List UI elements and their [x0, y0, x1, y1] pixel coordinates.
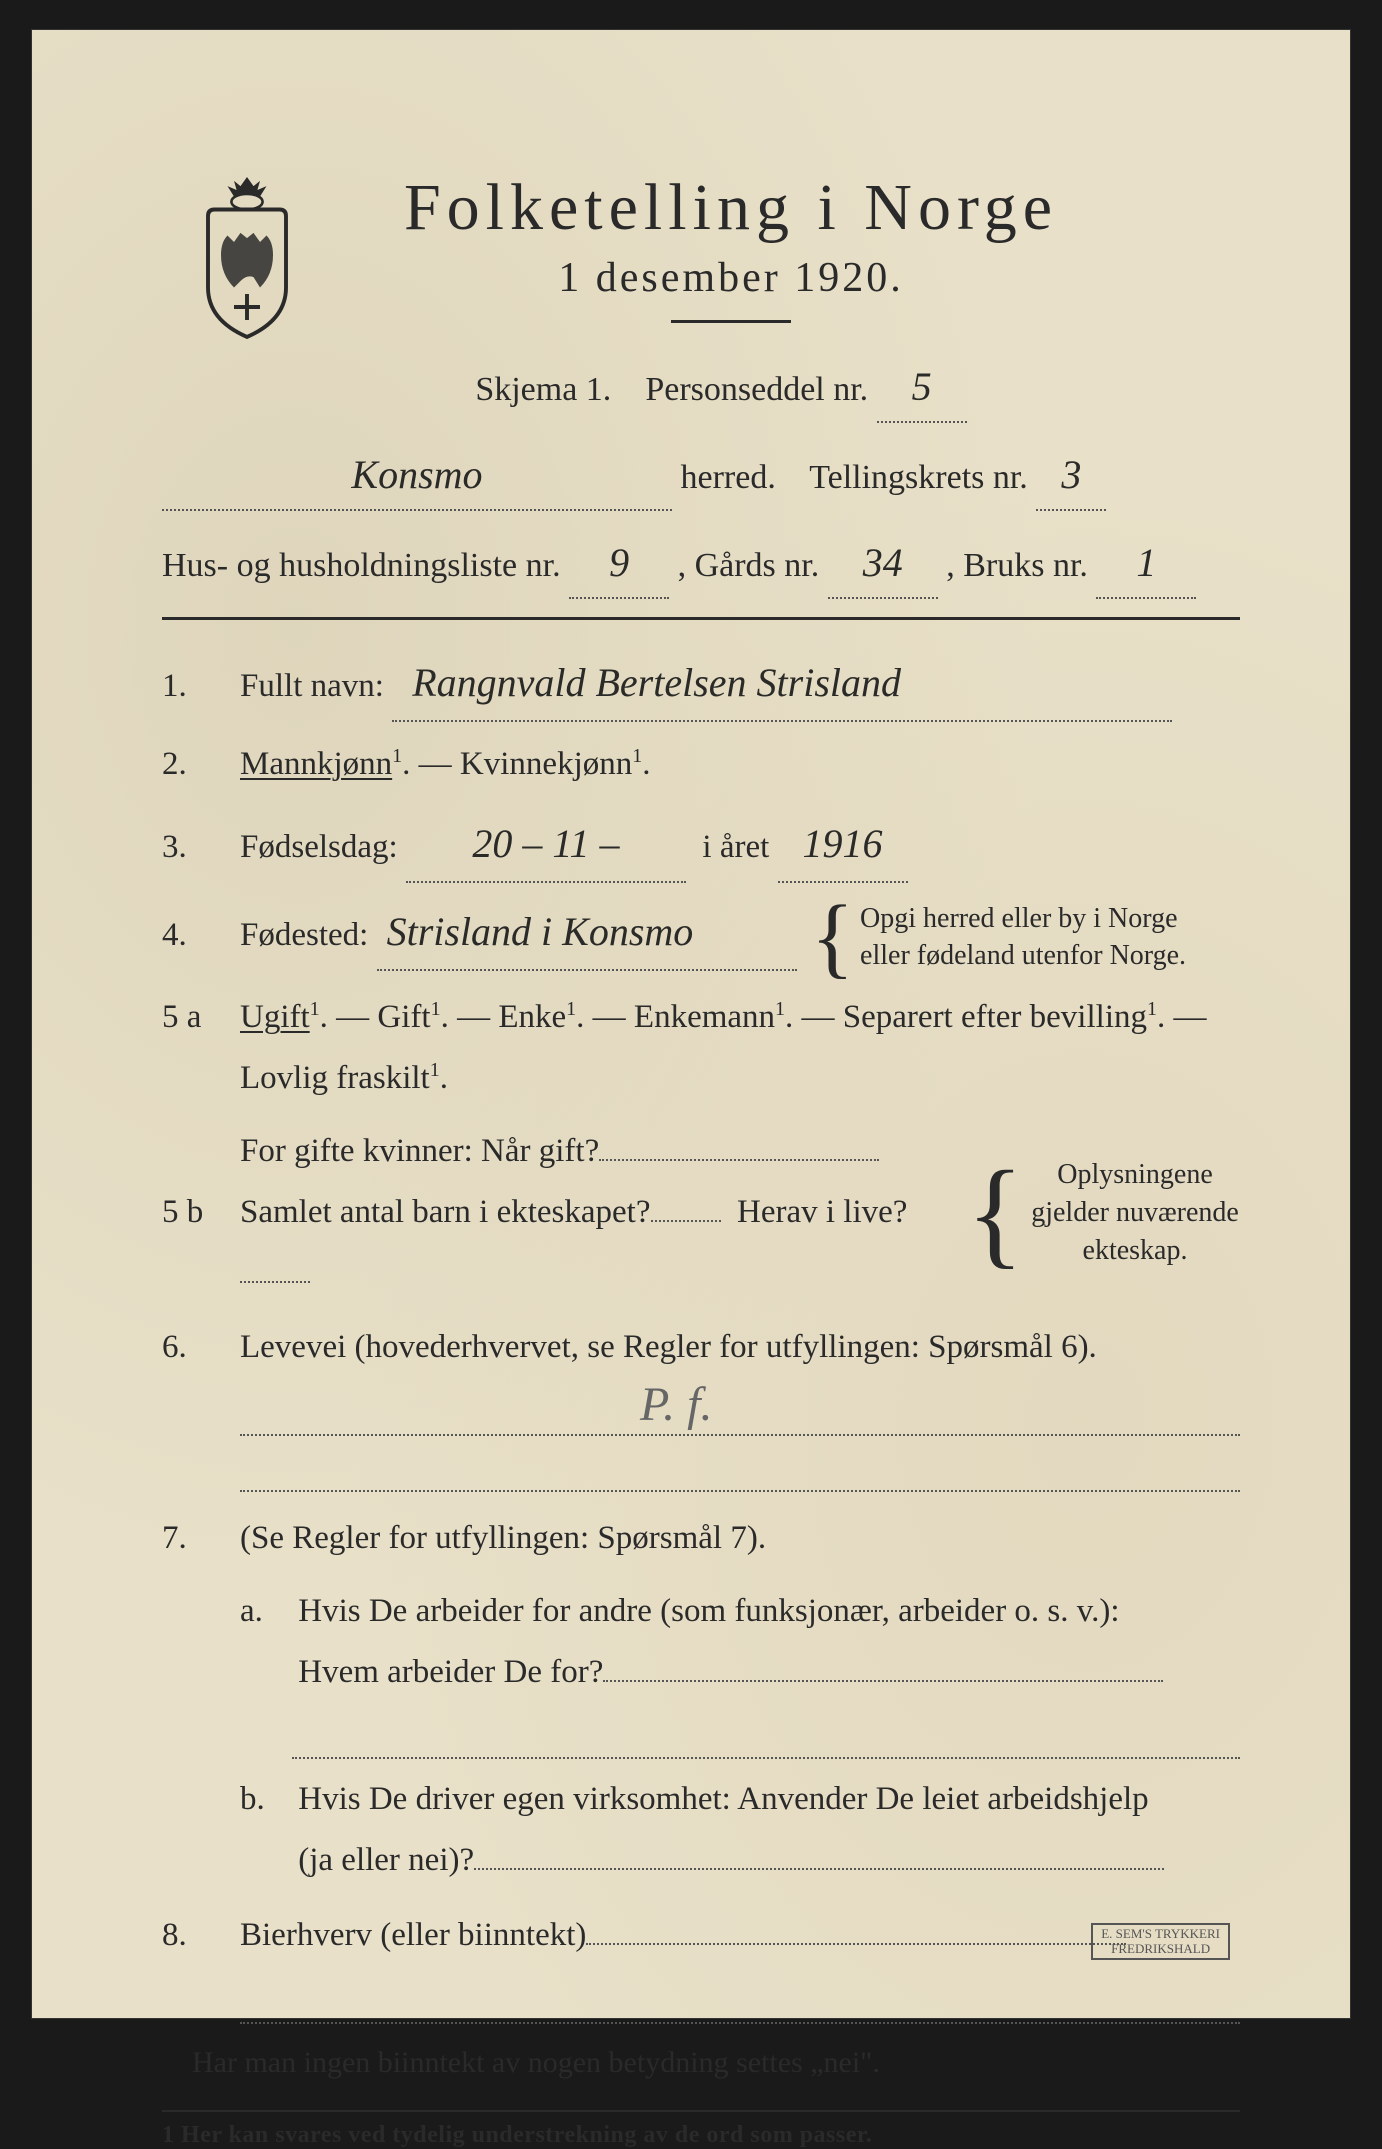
- q1-label: Fullt navn:: [240, 668, 384, 704]
- q5a-fraskilt: Lovlig fraskilt: [240, 1060, 430, 1096]
- q3-day: 20 – 11 –: [406, 807, 686, 883]
- q4-num: 4.: [162, 905, 240, 966]
- q5a-enke: Enke: [498, 999, 566, 1035]
- gards-label: , Gårds nr.: [678, 547, 820, 584]
- q1-num: 1.: [162, 656, 240, 717]
- q3-label: Fødselsdag:: [240, 829, 398, 865]
- gards-nr: 34: [828, 529, 938, 599]
- q2-kvinne: Kvinnekjønn: [460, 746, 632, 782]
- q6-answer-line2: [240, 1446, 1240, 1492]
- q3-year-label: i året: [702, 829, 769, 865]
- q5a-enkemann: Enkemann: [634, 999, 775, 1035]
- subtitle: 1 desember 1920.: [222, 254, 1240, 302]
- q7b: b. Hvis De driver egen virksomhet: Anven…: [240, 1769, 1240, 1891]
- q7a-line1: Hvis De arbeider for andre (som funksjon…: [298, 1593, 1119, 1629]
- q2-num: 2.: [162, 734, 240, 795]
- personseddel-label: Personseddel nr.: [645, 371, 868, 408]
- q8-row: 8. Bierhverv (eller biinntekt): [162, 1905, 1240, 1966]
- herred-label: herred.: [681, 459, 776, 496]
- footnote-rule: [162, 2110, 1240, 2112]
- q5a-row: 5 a Ugift1. — Gift1. — Enke1. — Enkemann…: [162, 987, 1240, 1109]
- q5b-row: 5 b For gifte kvinner: Når gift? Samlet …: [162, 1121, 1240, 1304]
- header: Folketelling i Norge 1 desember 1920.: [162, 170, 1240, 323]
- title-block: Folketelling i Norge 1 desember 1920.: [162, 170, 1240, 323]
- main-title: Folketelling i Norge: [222, 170, 1240, 246]
- brace-icon: {: [966, 1183, 1024, 1243]
- q3-year: 1916: [778, 807, 908, 883]
- brace-icon: {: [811, 915, 854, 960]
- herred-value: Konsmo: [162, 441, 672, 511]
- q4-row: 4. Fødested: Strisland i Konsmo { Opgi h…: [162, 895, 1240, 975]
- q7a-line2: Hvem arbeider De for?: [298, 1654, 603, 1690]
- q8-label: Bierhverv (eller biinntekt): [240, 1917, 586, 1953]
- footnote: 1 Her kan svares ved tydelig understrekn…: [162, 2122, 1240, 2149]
- q1-row: 1. Fullt navn: Rangnvald Bertelsen Stris…: [162, 646, 1240, 722]
- q2-sep: —: [419, 746, 460, 782]
- q6-value: P. f.: [640, 1377, 712, 1432]
- q7-label: (Se Regler for utfyllingen: Spørsmål 7).: [240, 1508, 1240, 1569]
- q5a-separert: Separert efter bevilling: [843, 999, 1147, 1035]
- q3-row: 3. Fødselsdag: 20 – 11 – i året 1916: [162, 807, 1240, 883]
- q6-answer-line: P. f.: [240, 1390, 1240, 1436]
- q5b-line1: For gifte kvinner: Når gift?: [240, 1133, 599, 1169]
- q7-row: 7. (Se Regler for utfyllingen: Spørsmål …: [162, 1508, 1240, 1569]
- q2-row: 2. Mannkjønn1. — Kvinnekjønn1.: [162, 734, 1240, 795]
- skjema-label: Skjema 1.: [475, 371, 611, 408]
- q7b-num: b.: [240, 1769, 290, 1830]
- q5b-line2b: Herav i live?: [737, 1194, 907, 1230]
- q5a-num: 5 a: [162, 987, 240, 1048]
- q5a-gift: Gift: [377, 999, 430, 1035]
- q5b-line2a: Samlet antal barn i ekteskapet?: [240, 1194, 651, 1230]
- q4-label: Fødested:: [240, 917, 368, 953]
- footer-note: Har man ingen biinntekt av nogen betydni…: [192, 2046, 1240, 2080]
- q4-value: Strisland i Konsmo: [377, 895, 797, 971]
- q6-num: 6.: [162, 1317, 240, 1378]
- tellingskrets-label: Tellingskrets nr.: [809, 459, 1028, 496]
- q8-answer-line: [240, 1978, 1240, 2024]
- q7b-line1: Hvis De driver egen virksomhet: Anvender…: [298, 1781, 1148, 1817]
- q3-num: 3.: [162, 817, 240, 878]
- meta-herred-row: Konsmo herred. Tellingskrets nr. 3: [162, 441, 1240, 511]
- q5b-sidenote: Oplysningene gjelder nuværende ekteskap.: [1030, 1156, 1240, 1269]
- bruks-nr: 1: [1096, 529, 1196, 599]
- title-divider: [671, 320, 791, 323]
- personseddel-nr: 5: [877, 353, 967, 423]
- coat-of-arms-icon: [182, 170, 312, 340]
- q2-mann: Mannkjønn: [240, 746, 392, 782]
- section-divider: [162, 617, 1240, 620]
- q1-value: Rangnvald Bertelsen Strisland: [392, 646, 1172, 722]
- husliste-nr: 9: [569, 529, 669, 599]
- q4-sidenote: Opgi herred eller by i Norge eller fødel…: [860, 900, 1186, 976]
- q7b-line2: (ja eller nei)?: [298, 1842, 474, 1878]
- meta-hus-row: Hus- og husholdningsliste nr. 9 , Gårds …: [162, 529, 1240, 599]
- q7a: a. Hvis De arbeider for andre (som funks…: [240, 1581, 1240, 1703]
- printer-stamp: E. SEM'S TRYKKERI FREDRIKSHALD: [1091, 1923, 1230, 1960]
- q7-num: 7.: [162, 1508, 240, 1569]
- q6-row: 6. Levevei (hovederhvervet, se Regler fo…: [162, 1317, 1240, 1378]
- bruks-label: , Bruks nr.: [946, 547, 1088, 584]
- husliste-label: Hus- og husholdningsliste nr.: [162, 547, 561, 584]
- q5a-ugift: Ugift: [240, 999, 310, 1035]
- q7a-answer-line: [292, 1713, 1240, 1759]
- q6-label: Levevei (hovederhvervet, se Regler for u…: [240, 1317, 1240, 1378]
- census-form-page: Folketelling i Norge 1 desember 1920. Sk…: [31, 29, 1351, 2019]
- q7a-num: a.: [240, 1581, 290, 1642]
- meta-skjema-row: Skjema 1. Personseddel nr. 5: [162, 353, 1240, 423]
- tellingskrets-nr: 3: [1036, 441, 1106, 511]
- q5b-num: 5 b: [162, 1182, 240, 1243]
- q8-num: 8.: [162, 1905, 240, 1966]
